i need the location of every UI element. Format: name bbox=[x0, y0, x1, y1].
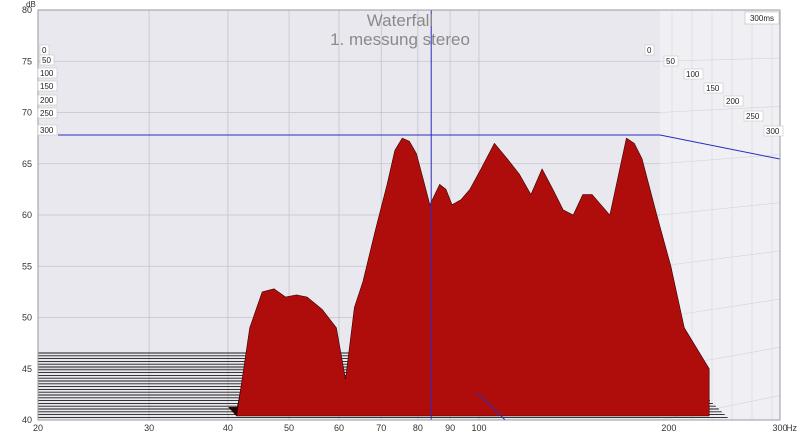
time-slice-label-box bbox=[644, 44, 655, 56]
time-slice-label-box bbox=[37, 67, 58, 79]
x-tick-label: 30 bbox=[144, 423, 154, 433]
time-slice-labels-right: 0 50 100 150 200 250 300 bbox=[644, 44, 784, 137]
plot-frame bbox=[37, 9, 781, 421]
y-tick-label: 50 bbox=[22, 313, 32, 323]
time-slice-label: 0 bbox=[647, 46, 652, 55]
y-gridline-side bbox=[659, 106, 781, 113]
y-tick-label: 75 bbox=[22, 56, 32, 66]
x-tick-label: 300 bbox=[772, 423, 787, 433]
time-slice-label-box bbox=[37, 107, 58, 119]
time-slice-label: 200 bbox=[40, 96, 54, 105]
x-tick-label: 80 bbox=[413, 423, 423, 433]
time-slice-label-box bbox=[743, 110, 764, 122]
time-slice-label: 50 bbox=[42, 56, 51, 65]
time-slice-label-box bbox=[723, 95, 744, 107]
time-slice-label: 250 bbox=[40, 109, 54, 118]
y-tick-label: 40 bbox=[22, 415, 32, 425]
time-slice-label: 300 bbox=[40, 126, 54, 135]
cursor-floor-line bbox=[476, 392, 506, 421]
y-tick-label: 55 bbox=[22, 261, 32, 271]
y-tick-label: 45 bbox=[22, 364, 32, 374]
y-tick-label: 80 bbox=[22, 5, 32, 15]
y-axis-label: dB bbox=[26, 0, 36, 9]
x-axis: 20 30 40 50 60 70 80 90 100 200 300 bbox=[33, 423, 788, 433]
y-tick-label: 60 bbox=[22, 210, 32, 220]
x-tick-label: 20 bbox=[33, 423, 43, 433]
time-slice-label-box bbox=[663, 55, 679, 67]
x-tick-label: 90 bbox=[445, 423, 455, 433]
time-slice-label: 150 bbox=[40, 82, 54, 91]
time-slice-label-box bbox=[763, 125, 784, 137]
y-gridline-side bbox=[659, 57, 781, 62]
y-axis: 40 45 50 55 60 65 70 75 80 bbox=[22, 5, 32, 425]
time-slice-label-box bbox=[39, 54, 55, 66]
y-tick-label: 65 bbox=[22, 159, 32, 169]
time-axis-badge: 300ms bbox=[744, 11, 780, 25]
time-slice-label-box bbox=[703, 82, 724, 94]
time-slice-label: 250 bbox=[746, 112, 760, 121]
time-slice-label-box bbox=[37, 124, 58, 136]
time-slice-label: 100 bbox=[40, 69, 54, 78]
chart-subtitle: 1. messung stereo bbox=[330, 30, 470, 49]
time-slice-label-box bbox=[37, 94, 58, 106]
time-slice-label: 100 bbox=[686, 70, 700, 79]
time-slice-label: 0 bbox=[42, 46, 47, 55]
x-tick-label: 200 bbox=[661, 423, 676, 433]
time-slice-labels-left: 050 100 150 200 250 300 bbox=[37, 44, 58, 136]
time-axis-label: 300ms bbox=[750, 14, 774, 23]
x-tick-label: 100 bbox=[471, 423, 486, 433]
y-gridline-side bbox=[659, 154, 781, 165]
time-slice-label: 200 bbox=[726, 97, 740, 106]
waterfall-slice bbox=[236, 137, 710, 417]
x-tick-label: 50 bbox=[284, 423, 294, 433]
waterfall-surface bbox=[228, 137, 710, 417]
x-axis-label: Hz bbox=[786, 423, 797, 433]
time-slice-label: 50 bbox=[666, 57, 675, 66]
x-tick-label: 40 bbox=[223, 423, 233, 433]
time-slice-label: 300 bbox=[766, 127, 780, 136]
time-slice-label-box bbox=[37, 80, 58, 92]
y-tick-label: 70 bbox=[22, 108, 32, 118]
cursor-crosshair bbox=[58, 10, 781, 421]
chart-title: Waterfall bbox=[367, 11, 433, 30]
time-slice-label-box bbox=[683, 68, 704, 80]
time-slice-label: 150 bbox=[706, 84, 720, 93]
cursor-perspective-line bbox=[659, 134, 781, 160]
x-tick-label: 60 bbox=[334, 423, 344, 433]
y-gridline-side bbox=[659, 202, 781, 216]
y-gridline-side bbox=[659, 250, 781, 267]
x-tick-label: 70 bbox=[376, 423, 386, 433]
